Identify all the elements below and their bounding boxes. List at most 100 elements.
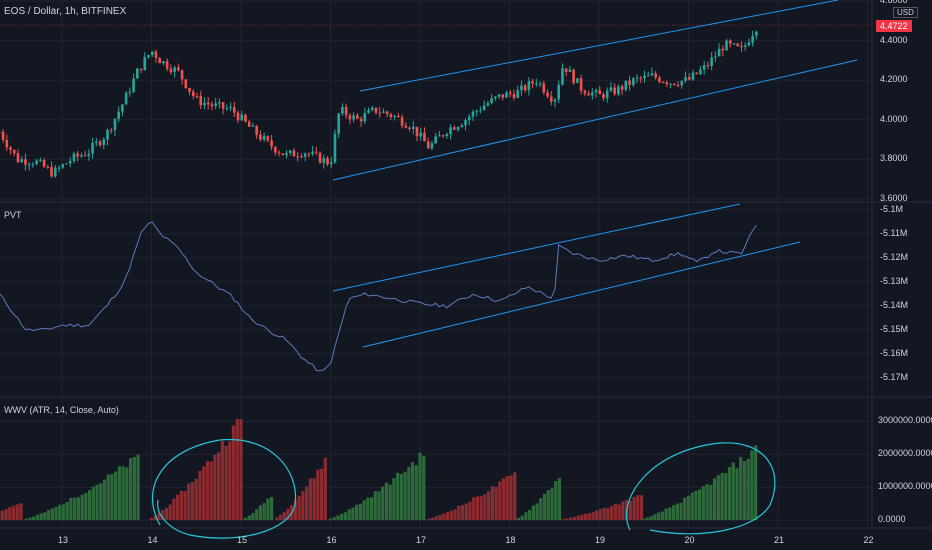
wwv-bar [73, 497, 77, 521]
candle-body [486, 103, 490, 106]
pvt-pane[interactable] [0, 203, 801, 372]
candle-body [430, 143, 434, 149]
candle-body [109, 129, 113, 131]
pvt-lower-trendline [362, 241, 801, 348]
candle-body [139, 68, 143, 71]
candle-body [31, 164, 35, 166]
candle-body [445, 134, 449, 136]
wwv-bar [312, 478, 316, 521]
wwv-bar [231, 425, 236, 521]
candle-body [195, 95, 199, 97]
annotations[interactable] [151, 438, 776, 539]
candle-body [91, 143, 94, 154]
wwv-bar [516, 517, 521, 521]
wwv-bar [297, 495, 301, 521]
wwv-bar [557, 478, 562, 521]
wwv-bar [69, 497, 73, 521]
wwv-bar [399, 473, 403, 521]
candle-body [106, 129, 109, 140]
wwv-bar [750, 450, 754, 521]
wwv-y-tick: 0.0000 [878, 514, 906, 525]
candle-body [154, 51, 158, 59]
wwv-bar [168, 504, 172, 521]
candle-body [281, 153, 285, 156]
candle-body [494, 96, 497, 99]
wwv-title: WWV (ATR, 14, Close, Auto) [4, 405, 119, 415]
candle-body [725, 40, 728, 51]
wwv-bar [642, 518, 646, 521]
wwv-bar [266, 498, 270, 521]
candle-body [479, 110, 482, 112]
candle-body [732, 43, 736, 45]
candle-body [482, 105, 486, 111]
wwv-bar [369, 497, 374, 521]
candle-body [564, 68, 568, 72]
wwv-bar [410, 462, 415, 521]
wwv-pane[interactable] [0, 418, 758, 521]
wwv-bar [606, 507, 610, 521]
wwv-bar [501, 478, 506, 521]
wwv-bar [381, 486, 385, 521]
candle-body [665, 82, 669, 85]
currency-badge[interactable]: USD [893, 7, 918, 18]
x-tick: 18 [505, 535, 516, 545]
candle-body [341, 106, 344, 114]
candle-body [300, 156, 303, 158]
candle-body [441, 135, 445, 137]
upper-trendline [359, 0, 839, 92]
wwv-bar [50, 508, 54, 521]
candle-body [367, 110, 370, 114]
wwv-bar [328, 518, 333, 521]
candle-body [128, 91, 132, 93]
candle-body [579, 78, 583, 91]
candle-body [695, 72, 699, 75]
wwv-bar [99, 483, 103, 521]
pvt-upper-trendline [332, 203, 741, 292]
candle-body [654, 73, 657, 78]
candle-body [378, 112, 382, 114]
candle-body [177, 67, 180, 71]
candle-body [150, 51, 154, 55]
pane-separators[interactable] [0, 0, 932, 529]
wwv-bar [701, 486, 706, 521]
candle-body [188, 87, 191, 92]
wwv-bar [198, 470, 202, 521]
candle-body [639, 77, 643, 79]
wwv-bar [228, 441, 232, 521]
wwv-bar [739, 456, 743, 521]
wwv-bar [705, 484, 709, 521]
candle-body [356, 115, 359, 119]
wwv-bar [61, 504, 66, 521]
candle-body [508, 92, 512, 94]
wwv-bar [464, 503, 468, 521]
candle-body [80, 155, 83, 157]
wwv-y-tick: 2000000.0000 [878, 448, 932, 459]
wwv-bar [472, 497, 476, 521]
wwv-bar [621, 501, 625, 521]
grid-lines [0, 0, 872, 528]
wwv-bar [157, 513, 161, 521]
candle-body [598, 90, 602, 95]
candle-body [728, 40, 732, 44]
candle-body [0, 131, 1, 133]
wwv-bar [731, 462, 735, 521]
wwv-bar [187, 483, 191, 521]
wwv-bar [520, 515, 524, 521]
wwv-bar [460, 505, 465, 521]
candle-body [643, 75, 646, 79]
wwv-bar [343, 512, 348, 521]
candle-body [389, 114, 393, 117]
wwv-bar [457, 505, 461, 521]
wwv-bar [735, 468, 739, 521]
price-pane[interactable] [0, 0, 872, 181]
candle-body [20, 159, 24, 163]
price-y-tick: 4.2000 [880, 74, 908, 85]
wwv-bar [46, 510, 51, 521]
wwv-bar [445, 511, 450, 521]
candle-body [329, 162, 333, 165]
wwv-bar [505, 476, 509, 521]
candle-body [661, 81, 665, 83]
wwv-bar [524, 512, 528, 521]
candle-body [583, 90, 587, 94]
